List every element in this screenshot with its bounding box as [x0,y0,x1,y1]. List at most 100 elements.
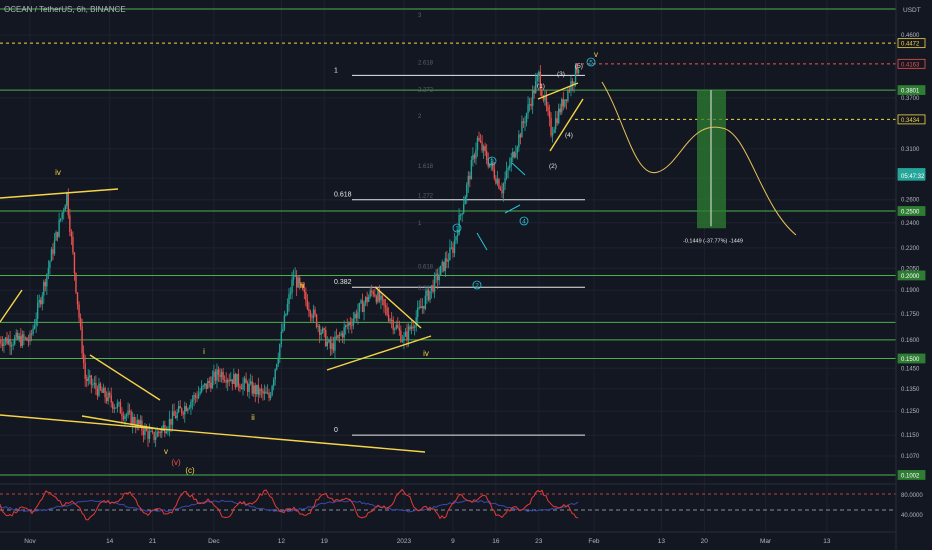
candle-body [498,179,500,189]
candle-body [280,331,283,344]
wave-circle-label: 3 [490,159,494,166]
candle-body [426,290,428,296]
candle-body [383,299,385,306]
time-tick: 12 [278,538,286,545]
candle-body [127,410,129,415]
candle-body [450,247,453,249]
candle-body [259,389,261,395]
candle-body [443,261,445,271]
projection-curve [601,81,797,236]
candle-body [320,332,322,335]
symbol-header: OCEAN / TetherUS, 6h, BINANCE [4,5,126,14]
candle-body [524,122,526,124]
candle-body [246,383,249,392]
candle-body [573,81,575,86]
candle-body [170,418,172,425]
wave-label: i [203,347,205,356]
candle-body [217,369,220,376]
candle-body [234,374,237,388]
candle-body [75,272,77,293]
currency-label: USDT [903,7,921,14]
candle-body [371,290,373,292]
candle-body [200,386,203,392]
candle-body [53,240,56,254]
candle-body [565,99,568,101]
candle-body [245,378,247,384]
osc-tick: 40.0000 [901,513,923,519]
price-tag-text: 0.3434 [901,118,920,124]
candle-body [435,273,437,276]
candle-body [332,343,335,351]
candle-body [240,388,243,390]
price-tick: 0.1250 [901,409,920,415]
candle-body [489,164,491,167]
candle-body [144,427,146,436]
candle-body [568,90,571,92]
candle-body [453,240,456,254]
trend-line [0,188,119,199]
candle-body [558,108,560,124]
candle-body [82,353,85,364]
price-tag-text: 0.2500 [901,210,920,216]
candle-body [390,319,393,321]
candle-body [254,385,256,395]
candle-body [133,416,135,425]
candle-body [268,392,270,399]
candle-body [348,322,350,326]
candle-body [20,335,22,346]
candle-body [107,392,109,402]
candle-body [340,333,342,336]
price-tag-text: 05:47:32 [901,174,925,180]
candle-body [7,338,10,344]
candle-body [556,118,558,124]
fib-ext-label: 1.272 [418,193,434,199]
candle-body [173,411,175,416]
candle-body [33,325,36,329]
candle-body [147,430,149,439]
price-axis[interactable]: USDT0.46000.37000.31000.28000.26000.2400… [895,0,932,550]
trend-line [326,335,432,371]
candle-body [17,332,19,340]
candle-body [69,215,71,233]
candle-body [369,290,371,297]
candle-body [433,275,436,292]
wave-label: v [594,50,598,59]
candle-body [521,121,523,138]
time-tick: 2023 [397,538,412,545]
candle-body [344,325,347,328]
time-tick: 16 [492,538,500,545]
wave-circle-label: 1 [455,226,459,233]
price-tick: 0.1150 [901,433,920,439]
candle-body [219,375,221,378]
candle-body [32,328,34,334]
candle-body [44,281,47,287]
candle-body [27,340,30,342]
candle-body [228,379,230,381]
candle-body [197,393,200,399]
trend-line [0,414,426,453]
candle-body [571,81,574,86]
candle-body [472,154,474,160]
time-tick: 9 [451,538,455,545]
candle-body [285,313,287,316]
candle-body [193,395,195,400]
candle-body [449,247,451,261]
wave-circle-label: 5 [589,60,593,67]
candle-body [295,275,298,288]
candle-body [113,407,115,409]
candle-body [90,375,92,385]
candle-body [490,162,492,165]
price-tick: 0.2400 [901,221,920,227]
time-axis[interactable]: Nov 14 21 Dec 12 19 2023 9 16 23 Feb 13 20 Mar 13 [0,531,896,545]
candle-body [400,330,402,342]
candle-body [52,249,54,254]
candle-body [210,382,212,389]
candle-body [125,414,128,416]
candle-body [265,391,267,394]
candle-body [507,167,509,170]
candle-body [476,137,479,150]
candle-body [121,413,123,417]
trend-line [537,82,579,100]
